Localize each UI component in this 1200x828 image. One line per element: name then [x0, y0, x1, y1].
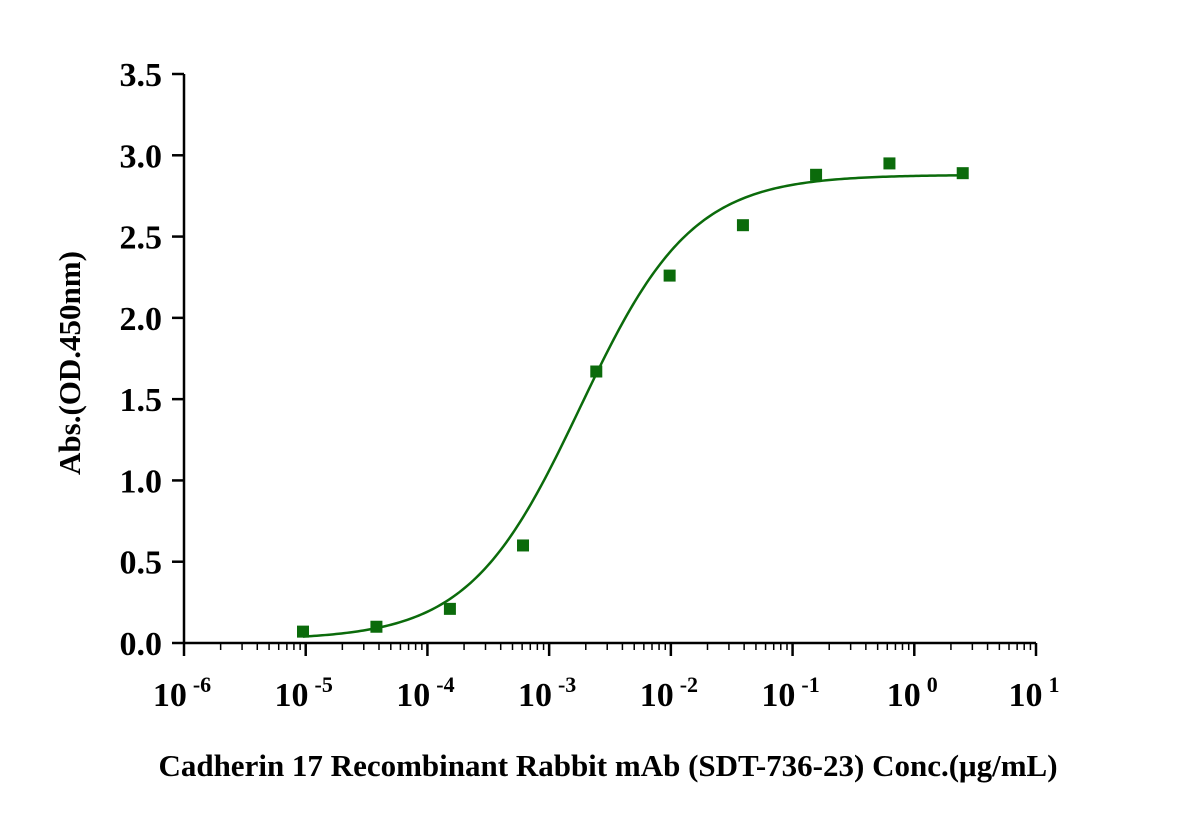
y-tick-label: 0.5 — [120, 545, 163, 582]
x-tick-label: 10 -6 — [153, 672, 211, 714]
data-point — [810, 168, 823, 181]
data-point — [883, 157, 896, 170]
data-point — [736, 219, 749, 232]
y-tick-label: 2.0 — [120, 301, 163, 338]
data-point — [370, 620, 383, 633]
y-tick-label: 0.0 — [120, 626, 163, 663]
tick-labels: 0.0 0.5 1.0 1.5 2.0 2.5 3.0 3.5 10 -6 10 -5 10 -4 10 -3… — [120, 57, 1060, 714]
x-tick-label: 10 -5 — [275, 672, 333, 714]
x-tick-label: 10 -2 — [640, 672, 698, 714]
x-axis-label: Cadherin 17 Recombinant Rabbit mAb (SDT-… — [158, 748, 1057, 783]
y-tick-label: 3.0 — [120, 138, 163, 175]
y-axis-label: Abs.(OD.450nm) — [52, 251, 87, 475]
data-point — [956, 167, 969, 180]
data-point — [443, 602, 456, 615]
axes — [172, 72, 1038, 656]
y-tick-label: 2.5 — [120, 220, 163, 257]
x-tick-label: 10 -4 — [396, 672, 454, 714]
data-point — [517, 539, 530, 552]
x-tick-label: 10 1 — [1009, 672, 1060, 714]
y-tick-label: 1.0 — [120, 463, 163, 500]
plot-area — [297, 157, 969, 638]
fit-curve — [302, 174, 963, 638]
data-point — [590, 365, 603, 378]
data-point — [297, 625, 310, 638]
x-tick-label: 10 0 — [887, 672, 938, 714]
data-point — [663, 269, 676, 282]
y-tick-label: 3.5 — [120, 57, 163, 94]
x-tick-label: 10 -1 — [761, 672, 819, 714]
y-tick-label: 1.5 — [120, 382, 163, 419]
x-tick-label: 10 -3 — [518, 672, 576, 714]
